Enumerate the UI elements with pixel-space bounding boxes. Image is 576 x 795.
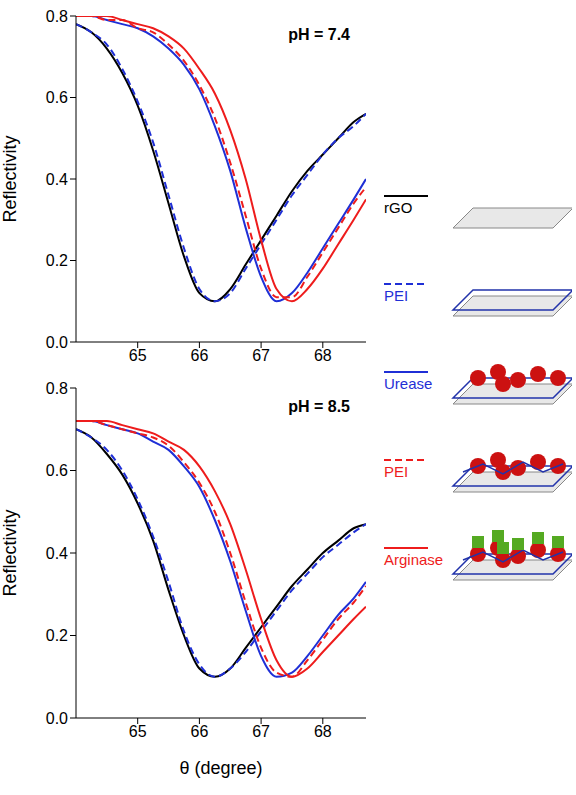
svg-text:65: 65 <box>129 723 147 740</box>
svg-text:0.2: 0.2 <box>46 252 68 269</box>
html-text:pH = 8.5: pH = 8.5 <box>288 398 350 415</box>
svg-text:68: 68 <box>314 347 332 364</box>
html-text:pH = 7.4: pH = 7.4 <box>288 26 350 43</box>
html-text:Arginase: Arginase <box>384 550 444 568</box>
svg-text:0.8: 0.8 <box>46 8 68 25</box>
svg-text:0.8: 0.8 <box>46 380 68 397</box>
svg-text:Reflectivity: Reflectivity <box>0 509 20 596</box>
svg-text:Reflectivity: Reflectivity <box>0 135 20 222</box>
svg-text:0.6: 0.6 <box>46 89 68 106</box>
svg-text:θ (degree): θ (degree) <box>179 758 262 778</box>
svg-text:66: 66 <box>191 347 209 364</box>
svg-text:66: 66 <box>191 723 209 740</box>
html-text:rGO: rGO <box>384 198 413 216</box>
svg-text:0.4: 0.4 <box>46 545 68 562</box>
svg-text:65: 65 <box>129 347 147 364</box>
html-text:PEI: PEI <box>384 462 409 480</box>
html-text:Urease: Urease <box>384 374 433 392</box>
svg-text:0.4: 0.4 <box>46 171 68 188</box>
svg-text:68: 68 <box>314 723 332 740</box>
svg-text:0.0: 0.0 <box>46 334 68 351</box>
svg-text:0.0: 0.0 <box>46 710 68 727</box>
svg-text:67: 67 <box>252 723 270 740</box>
html-text:PEI: PEI <box>384 286 409 304</box>
svg-text:0.2: 0.2 <box>46 627 68 644</box>
svg-text:0.6: 0.6 <box>46 462 68 479</box>
svg-text:67: 67 <box>252 347 270 364</box>
